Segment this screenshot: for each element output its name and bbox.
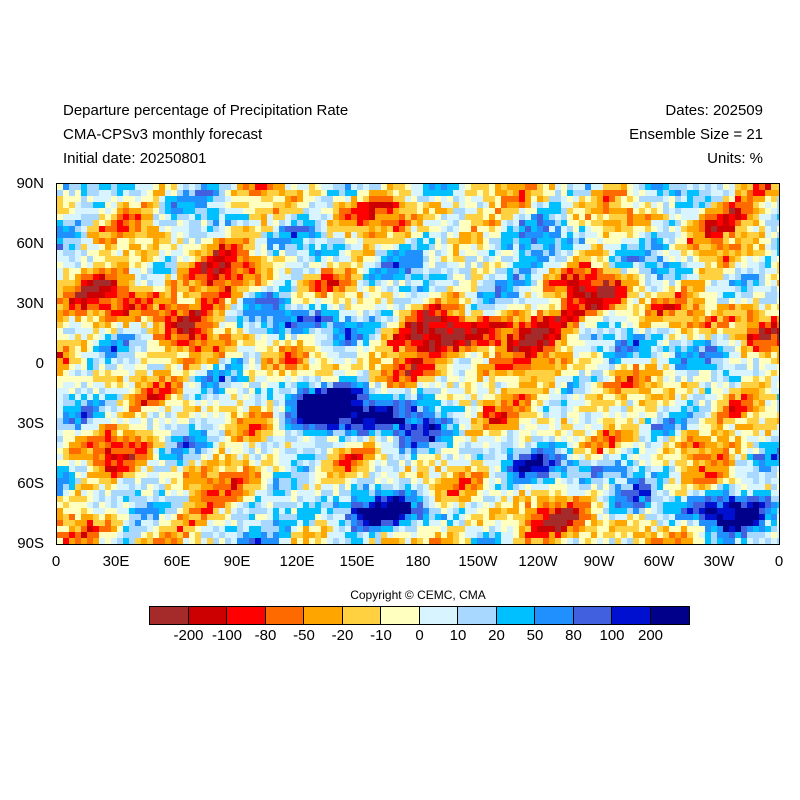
- model-name: CMA-CPSv3 monthly forecast: [63, 126, 263, 143]
- colorbar-swatch: [304, 607, 343, 624]
- lat-label: 0: [35, 355, 44, 372]
- lat-label: 60S: [17, 475, 44, 492]
- colorbar-swatch: [265, 607, 304, 624]
- colorbar-swatch: [188, 607, 227, 624]
- colorbar-tick-label: -10: [370, 627, 392, 644]
- lon-label: 60E: [163, 553, 191, 570]
- colorbar-swatch: [381, 607, 420, 624]
- colorbar-tick-label: 0: [415, 627, 424, 644]
- lat-label: 60N: [16, 235, 44, 252]
- initial-date: Initial date: 20250801: [63, 150, 207, 167]
- lat-label: 90S: [17, 535, 44, 552]
- colorbar-tick-label: 100: [599, 627, 625, 644]
- lon-label: 60W: [643, 553, 675, 570]
- lon-label: 150W: [458, 553, 498, 570]
- colorbar-swatch: [150, 607, 189, 624]
- lon-label: 120E: [279, 553, 315, 570]
- colorbar-swatch: [535, 607, 574, 624]
- precipitation-field: [57, 184, 779, 544]
- lon-label: 0: [774, 553, 784, 570]
- colorbar-tick-label: 50: [526, 627, 544, 644]
- colorbar-swatch: [612, 607, 651, 624]
- lon-label: 120W: [518, 553, 558, 570]
- lon-label: 180: [405, 553, 431, 570]
- colorbar-tick-label: -80: [254, 627, 277, 644]
- lon-label: 30W: [703, 553, 735, 570]
- colorbar-tick-label: 80: [565, 627, 582, 644]
- colorbar-swatch: [342, 607, 381, 624]
- colorbar-swatch: [650, 607, 689, 624]
- precipitation-map: [56, 183, 780, 545]
- forecast-dates: Dates: 202509: [665, 102, 763, 119]
- colorbar: [149, 606, 690, 625]
- colorbar-swatch: [227, 607, 266, 624]
- lon-label: 0: [51, 553, 61, 570]
- ensemble-size: Ensemble Size = 21: [629, 126, 763, 143]
- lon-label: 30E: [102, 553, 130, 570]
- units-label: Units: %: [707, 150, 763, 167]
- colorbar-swatch: [419, 607, 458, 624]
- colorbar-tick-label: -200: [173, 627, 204, 644]
- colorbar-tick-label: -20: [331, 627, 354, 644]
- lat-label: 30S: [17, 415, 44, 432]
- lon-label: 150E: [339, 553, 375, 570]
- colorbar-swatch: [458, 607, 497, 624]
- colorbar-swatch: [496, 607, 535, 624]
- lat-label: 30N: [16, 295, 44, 312]
- colorbar-tick-label: 200: [637, 627, 664, 644]
- lon-label: 90W: [583, 553, 615, 570]
- colorbar-tick-label: -100: [211, 627, 243, 644]
- map-title: Departure percentage of Precipitation Ra…: [63, 102, 349, 119]
- colorbar-tick-label: 20: [488, 627, 505, 644]
- colorbar-tick-label: -50: [293, 627, 315, 644]
- colorbar-swatch: [573, 607, 612, 624]
- copyright-notice: Copyright © CEMC, CMA: [350, 588, 486, 602]
- lat-label: 90N: [16, 175, 44, 192]
- colorbar-tick-label: 10: [449, 627, 467, 644]
- lon-label: 90E: [223, 553, 251, 570]
